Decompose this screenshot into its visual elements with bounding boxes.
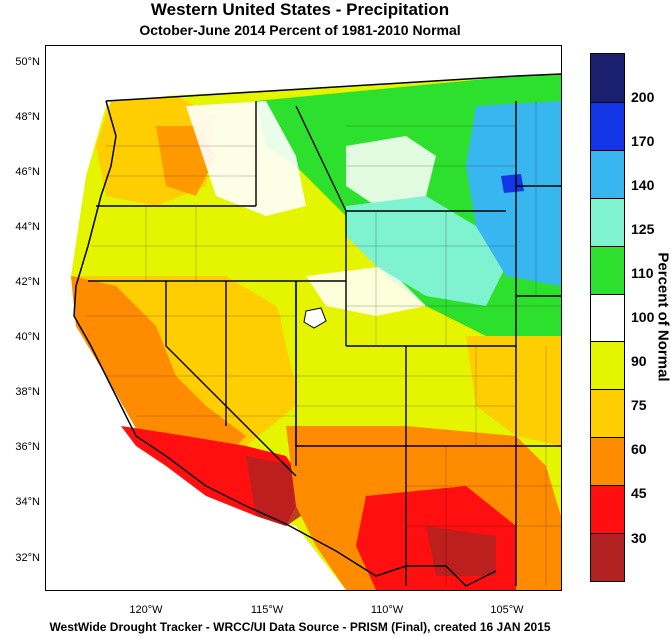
map-title: Western United States - Precipitation (150, 0, 450, 19)
legend-tick: 60 (631, 441, 647, 457)
region-dakotas-deep-blue (501, 174, 524, 193)
region-wyoming-aqua (346, 196, 506, 306)
lat-label: 50°N (15, 56, 40, 68)
lat-label: 32°N (15, 552, 40, 564)
region-idaho-normal (186, 101, 306, 216)
lat-label: 34°N (15, 496, 40, 508)
region-dakotas-blue (466, 101, 561, 286)
legend-tick: 200 (631, 89, 655, 105)
lat-label: 44°N (15, 221, 40, 233)
lat-label: 42°N (15, 276, 40, 288)
county-lines (86, 101, 561, 586)
lat-label: 38°N (15, 386, 40, 398)
lat-label: 40°N (15, 331, 40, 343)
legend-tick: 110 (631, 265, 654, 281)
state-borders (88, 101, 561, 586)
lat-label: 36°N (15, 441, 40, 453)
legend-tick: 170 (631, 133, 655, 149)
legend-tick: 100 (631, 309, 655, 325)
source-footer: WestWide Drought Tracker - WRCC/UI Data … (49, 620, 551, 634)
region-bootheel (426, 526, 496, 576)
legend-tick: 125 (631, 221, 655, 237)
legend-swatch (591, 341, 624, 390)
legend-tick: 140 (631, 177, 655, 193)
legend-swatch (591, 197, 624, 246)
map-subtitle: October-June 2014 Percent of 1981-2010 N… (139, 22, 461, 38)
legend-swatch (591, 389, 624, 438)
legend-swatch (591, 101, 624, 150)
region-wyoming-normal (306, 266, 426, 316)
lat-label: 48°N (15, 111, 40, 123)
legend-swatch (591, 149, 624, 198)
precipitation-map (45, 45, 562, 591)
map-canvas (46, 46, 561, 590)
region-montana-normal (346, 136, 436, 206)
lon-label: 105°W (490, 604, 524, 616)
lon-label: 115°W (250, 604, 284, 616)
color-legend (590, 53, 625, 582)
lon-label: 110°W (370, 604, 404, 616)
canada-border (105, 73, 561, 102)
lat-label: 46°N (15, 166, 40, 178)
legend-swatch (591, 54, 624, 102)
legend-swatch (591, 293, 624, 342)
legend-swatch (591, 245, 624, 294)
legend-swatch (591, 485, 624, 534)
lon-label: 120°W (129, 604, 163, 616)
legend-swatch (591, 533, 624, 581)
legend-tick: 75 (631, 397, 647, 413)
legend-title: Percent of Normal (654, 252, 671, 382)
region-east-colorado (466, 336, 561, 446)
legend-tick: 90 (631, 353, 647, 369)
legend-tick: 45 (631, 485, 647, 501)
legend-swatch (591, 437, 624, 486)
legend-tick: 30 (631, 530, 647, 546)
great-salt-lake (303, 307, 327, 329)
region-utah (276, 296, 516, 436)
